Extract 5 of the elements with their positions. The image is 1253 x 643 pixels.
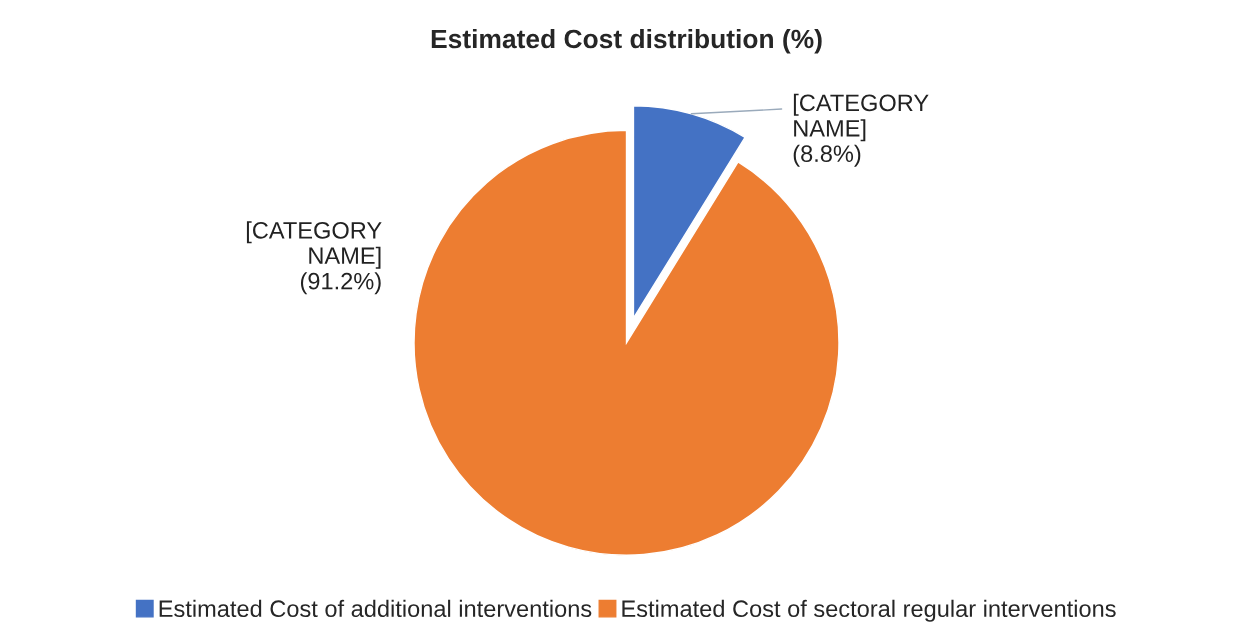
legend-label: Estimated Cost of additional interventions: [159, 599, 592, 618]
data-label: [CATEGORY NAME] (91.2%): [246, 221, 382, 295]
data-label: [CATEGORY NAME] (8.8%): [793, 93, 929, 167]
chart-title: Estimated Cost distribution (%): [431, 28, 822, 54]
legend-label: Estimated Cost of sectoral regular interventions: [622, 599, 1116, 622]
